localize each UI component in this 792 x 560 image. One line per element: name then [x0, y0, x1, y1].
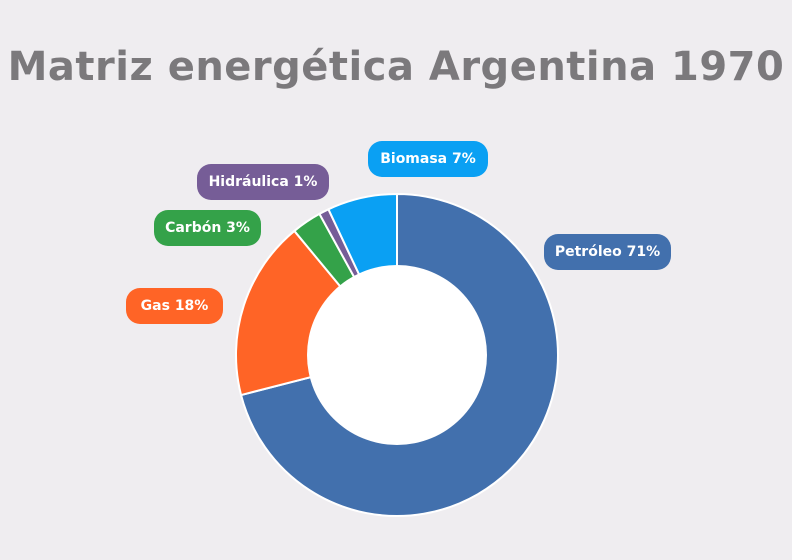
donut-hole	[307, 265, 487, 445]
label-gas: Gas 18%	[126, 288, 223, 324]
label-carbon: Carbón 3%	[154, 210, 261, 246]
chart-title: Matriz energética Argentina 1970	[7, 44, 785, 90]
label-hidraulica: Hidráulica 1%	[197, 164, 329, 200]
label-biomasa: Biomasa 7%	[368, 141, 488, 177]
label-petroleo: Petróleo 71%	[544, 234, 671, 270]
